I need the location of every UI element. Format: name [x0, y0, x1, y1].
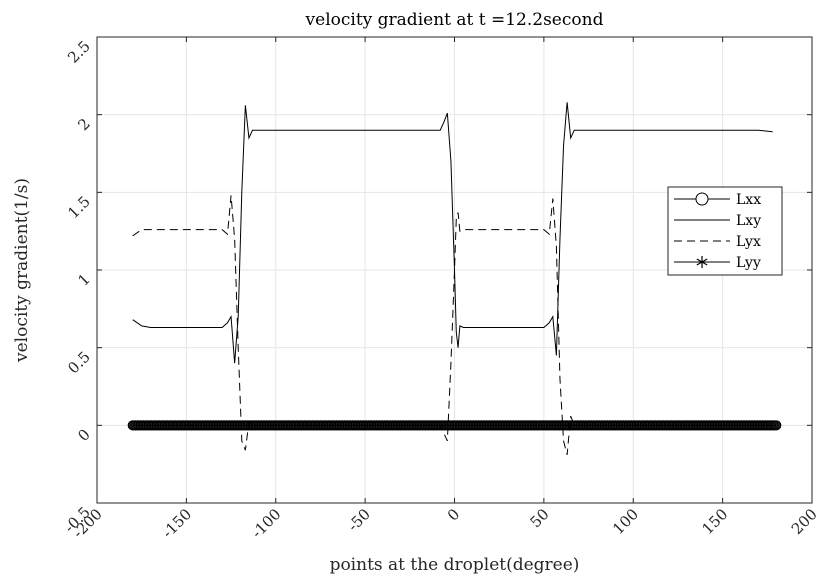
x-tick-label: -100 — [248, 505, 285, 542]
y-tick-label: 2 — [74, 115, 93, 134]
y-tick-label: 1.5 — [64, 192, 94, 222]
series-lxy — [132, 102, 773, 364]
legend: Lxx Lxy Lyx Lyy — [667, 186, 783, 276]
legend-circle-marker — [695, 192, 709, 206]
x-axis-label: points at the droplet(degree) — [330, 555, 580, 575]
legend-item-lyy: Lyy — [674, 255, 761, 271]
x-tick-label: 100 — [609, 505, 642, 538]
legend-label: Lxx — [736, 192, 761, 208]
y-tick-label: 1 — [74, 270, 93, 289]
x-tick-label: 200 — [788, 505, 821, 538]
x-tick-label: 150 — [698, 505, 731, 538]
y-axis-label: velocity gradient(1/s) — [12, 178, 32, 363]
x-tick-label: 0 — [444, 505, 463, 524]
legend-item-lxx: Lxx — [674, 192, 761, 208]
y-tick-label: 0.5 — [64, 348, 94, 378]
plot-area — [127, 102, 782, 455]
chart-title: velocity gradient at t =12.2second — [305, 10, 604, 30]
x-tick-label: 50 — [526, 505, 552, 531]
legend-label: Lxy — [736, 213, 761, 229]
legend-label: Lyx — [736, 234, 761, 250]
x-tick-label: -50 — [344, 505, 374, 535]
x-tick-label: -150 — [159, 505, 196, 542]
legend-label: Lyy — [736, 255, 761, 271]
legend-star-marker — [696, 256, 708, 268]
series-lyx — [132, 195, 773, 455]
legend-item-lyx: Lyx — [674, 234, 761, 250]
y-tick-label: 0 — [74, 425, 93, 444]
legend-box — [667, 186, 783, 276]
y-tick-label: 2.5 — [64, 37, 94, 67]
tick-labels: -200 -150 -100 -50 0 50 100 150 200-0.500.511.52… — [61, 36, 821, 542]
legend-item-lxy: Lxy — [674, 213, 761, 229]
